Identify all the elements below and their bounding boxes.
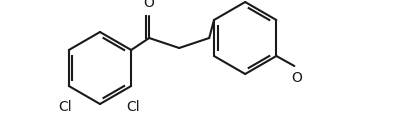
Text: O: O: [144, 0, 154, 10]
Text: O: O: [291, 71, 302, 85]
Text: Cl: Cl: [126, 100, 140, 114]
Text: Cl: Cl: [58, 100, 72, 114]
